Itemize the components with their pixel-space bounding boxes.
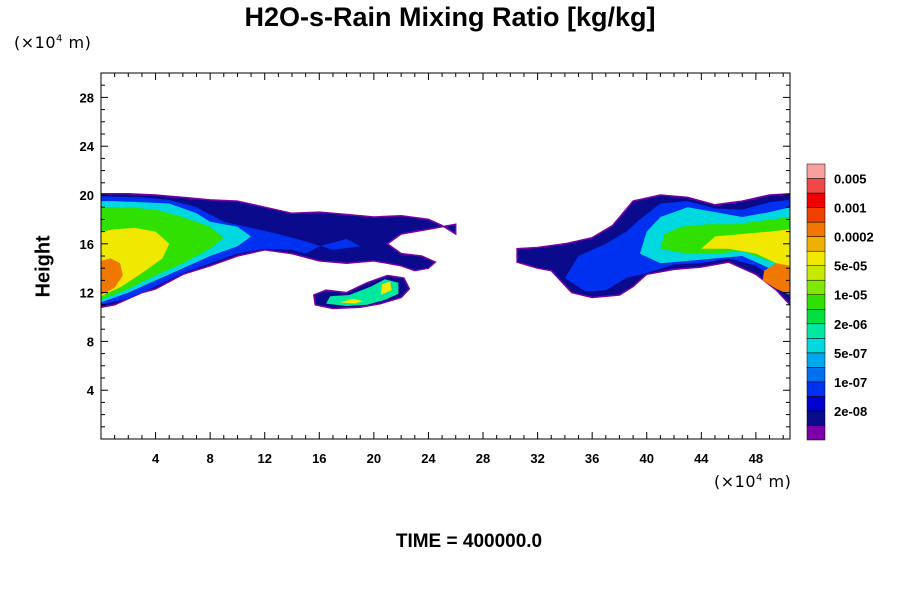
colorbar-swatch (806, 265, 826, 281)
x-tick-label: 28 (476, 451, 490, 466)
x-tick-label: 44 (694, 451, 709, 466)
colorbar-swatch (806, 192, 826, 208)
y-tick-label: 12 (80, 286, 94, 301)
x-tick-label: 12 (257, 451, 271, 466)
colorbar-swatch (806, 294, 826, 310)
colorbar-label: 5e-07 (834, 346, 867, 361)
contour-region (339, 298, 363, 304)
colorbar-label: 2e-06 (834, 317, 867, 332)
colorbar-swatch (806, 323, 826, 339)
time-label: TIME = 400000.0 (395, 531, 543, 552)
x-tick-label: 32 (530, 451, 544, 466)
contour-region (701, 229, 790, 271)
colorbar-legend: 2e-08 1e-07 5e-07 2e-06 1e-05 5e-05 0.0002 0.00… (806, 163, 874, 441)
colorbar-swatch (806, 163, 826, 179)
colorbar-label: 0.001 (834, 201, 867, 216)
colorbar-swatch (806, 221, 826, 237)
chart-title: H2O-s-Rain Mixing Ratio [kg/kg] (244, 2, 656, 32)
y-axis-unit: (×104 m) (14, 33, 92, 52)
colorbar-label: 0.0002 (834, 230, 874, 245)
colorbar-swatch (806, 425, 826, 441)
y-tick-label: 16 (80, 237, 94, 252)
x-tick-label: 48 (749, 451, 763, 466)
colorbar-swatch (806, 207, 826, 223)
x-tick-label: 20 (367, 451, 381, 466)
x-tick-label: 16 (312, 451, 326, 466)
y-tick-label: 4 (87, 383, 95, 398)
x-tick-label: 24 (421, 451, 436, 466)
y-axis: 4 8 12 16 20 24 28 (80, 84, 790, 428)
colorbar-swatch (806, 381, 826, 397)
x-tick-label: 8 (207, 451, 214, 466)
x-axis: 4 8 12 16 20 24 28 32 36 40 44 48 (114, 73, 784, 466)
colorbar-label: 1e-05 (834, 288, 867, 303)
colorbar-label: 2e-08 (834, 404, 867, 419)
colorbar-label: 5e-05 (834, 259, 867, 274)
contour-region (762, 263, 790, 295)
colorbar-swatch (806, 396, 826, 412)
y-tick-label: 28 (80, 90, 94, 105)
colorbar-swatch (806, 352, 826, 368)
contour-region (101, 258, 123, 295)
x-axis-unit: (×104 m) (714, 472, 792, 491)
colorbar-swatch (806, 279, 826, 295)
colorbar-swatch (806, 309, 826, 325)
contour-fill-group (101, 193, 790, 310)
colorbar-swatch (806, 367, 826, 383)
colorbar-swatch (806, 236, 826, 252)
colorbar-label: 1e-07 (834, 375, 867, 390)
colorbar-label: 0.005 (834, 172, 867, 187)
colorbar-swatch (806, 178, 826, 194)
x-tick-label: 36 (585, 451, 599, 466)
contour-region (326, 279, 399, 306)
x-tick-label: 40 (640, 451, 654, 466)
y-tick-label: 8 (87, 334, 94, 349)
y-tick-label: 24 (80, 139, 95, 154)
x-tick-label: 4 (152, 451, 160, 466)
colorbar-swatch (806, 338, 826, 354)
y-tick-label: 20 (80, 188, 94, 203)
colorbar-swatch (806, 250, 826, 266)
contour-region (380, 281, 392, 295)
colorbar-swatch (806, 410, 826, 426)
